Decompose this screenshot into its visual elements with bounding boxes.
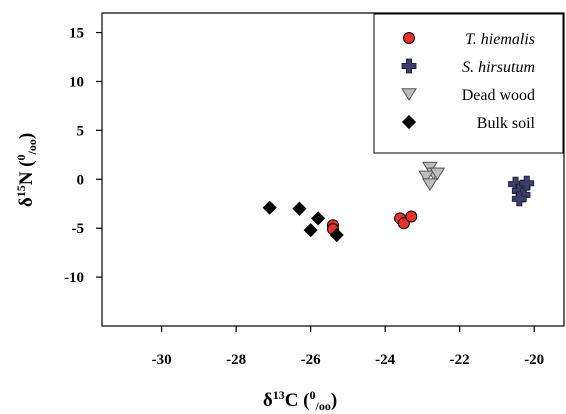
y-tick-label: 10 xyxy=(69,74,84,90)
series-1 xyxy=(508,175,535,207)
x-tick-label: -30 xyxy=(152,352,172,368)
series-2 xyxy=(418,161,446,192)
y-axis-label-close: ) xyxy=(16,133,37,139)
data-point xyxy=(511,191,527,207)
x-tick-label: -20 xyxy=(524,352,544,368)
data-point xyxy=(397,217,410,230)
legend: T. hiemalis S. hirsutum Dead wood Bulk soil xyxy=(373,13,564,154)
data-point xyxy=(329,227,344,243)
data-point xyxy=(418,170,435,184)
y-tick-label: 15 xyxy=(69,26,84,42)
legend-marker xyxy=(403,32,415,44)
y-tick-label: -5 xyxy=(72,221,85,237)
data-point xyxy=(405,210,418,223)
y-axis-label-delta: δ xyxy=(16,197,37,207)
data-point xyxy=(262,200,277,215)
x-axis-label-delta: δ xyxy=(263,390,273,411)
x-axis-label: δ13C (0/oo) xyxy=(263,388,337,413)
data-point xyxy=(519,175,535,191)
legend-label: T. hiemalis xyxy=(465,31,535,48)
data-point xyxy=(515,187,531,203)
legend-marker xyxy=(401,58,417,74)
x-axis: -30 -28 -26 -24 -22 -20 xyxy=(152,326,544,368)
data-points xyxy=(262,161,535,243)
y-axis-label-element: N ( xyxy=(16,160,37,185)
x-tick-label: -22 xyxy=(450,352,470,368)
y-axis: -10 -5 0 5 10 15 xyxy=(64,26,102,286)
data-point xyxy=(421,178,438,192)
legend-marker xyxy=(401,88,417,101)
data-point xyxy=(311,211,326,226)
x-tick-label: -24 xyxy=(375,352,395,368)
legend-item: T. hiemalis xyxy=(403,31,535,48)
plot-frame xyxy=(101,12,565,327)
legend-label: Bulk soil xyxy=(477,115,536,132)
data-point xyxy=(303,223,318,238)
legend-label: S. hirsutum xyxy=(462,59,535,76)
x-axis-label-close: ) xyxy=(331,390,337,411)
x-axis-label-element: C ( xyxy=(285,390,310,411)
x-axis-label-permil-den: /oo xyxy=(315,399,331,413)
y-tick-label: 5 xyxy=(77,123,85,139)
legend-marker xyxy=(401,114,417,130)
x-axis-label-permil-num: 0 xyxy=(310,388,316,402)
y-axis-label-isotope: 15 xyxy=(14,185,28,197)
legend-item: S. hirsutum xyxy=(401,58,535,76)
plot-area xyxy=(101,12,565,327)
y-axis-label: δ15N (0/oo) xyxy=(14,133,39,207)
series-0 xyxy=(327,210,418,236)
x-tick-label: -26 xyxy=(301,352,321,368)
data-point xyxy=(429,167,446,181)
data-point xyxy=(292,201,307,216)
series-3 xyxy=(262,200,344,243)
x-tick-label: -28 xyxy=(226,352,246,368)
y-tick-label: -10 xyxy=(64,270,84,286)
legend-label: Dead wood xyxy=(462,87,535,104)
x-axis-label-isotope: 13 xyxy=(273,388,285,402)
y-axis-label-permil-den: /oo xyxy=(25,139,39,155)
legend-item: Bulk soil xyxy=(401,114,536,132)
legend-item: Dead wood xyxy=(401,87,535,104)
y-tick-label: 0 xyxy=(77,172,85,188)
y-axis-label-permil-num: 0 xyxy=(14,154,28,160)
